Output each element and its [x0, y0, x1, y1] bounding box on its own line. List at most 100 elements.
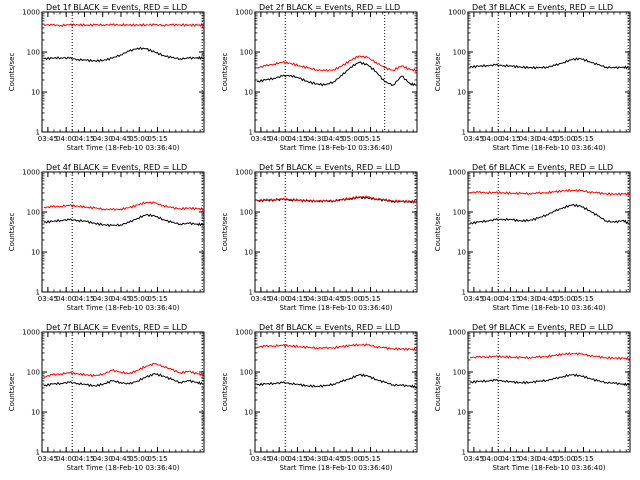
x-tick-label: 04:30	[93, 295, 113, 303]
x-tick-label: 03:45	[464, 295, 484, 303]
panel-8: Det 8f BLACK = Events, RED = LLD 1 10 100 10…	[221, 323, 418, 472]
x-tick-label: 04:30	[519, 455, 539, 463]
x-axis-label: Start Time (18-Feb-10 03:36:40)	[66, 464, 179, 472]
y-tick-label: 1	[249, 449, 253, 457]
panel-6: Det 6f BLACK = Events, RED = LLD 1 10 100 10…	[434, 163, 631, 312]
panel-3: Det 3f BLACK = Events, RED = LLD 1 10 100 10…	[434, 3, 631, 152]
x-tick-label: 04:30	[306, 135, 326, 143]
x-tick-label: 05:00	[555, 135, 575, 143]
x-tick-label: 05:15	[360, 295, 380, 303]
lld-series-line	[469, 351, 630, 361]
plot-frame	[467, 171, 631, 293]
panel-title: Det 7f BLACK = Events, RED = LLD	[46, 323, 187, 332]
x-tick-label: 04:00	[269, 295, 289, 303]
events-series-line	[469, 373, 630, 387]
y-axis-label: Counts/sec	[434, 373, 442, 412]
x-tick-label: 03:45	[251, 135, 271, 143]
y-tick-label: 1000	[448, 169, 466, 177]
y-tick-label: 100	[240, 209, 253, 217]
panel-9: Det 9f BLACK = Events, RED = LLD 1 10 100 10…	[434, 323, 631, 472]
lld-series-line	[256, 55, 417, 73]
x-tick-label: 03:45	[464, 455, 484, 463]
y-tick-label: 10	[244, 249, 253, 257]
x-tick-label: 04:30	[93, 455, 113, 463]
y-tick-label: 1	[249, 129, 253, 137]
x-tick-label: 05:00	[129, 295, 149, 303]
lld-series-line	[43, 201, 204, 212]
x-tick-label: 05:15	[147, 135, 167, 143]
lld-series-line	[43, 23, 204, 28]
x-tick-label: 04:00	[56, 455, 76, 463]
panel-5: Det 5f BLACK = Events, RED = LLD 1 10 100 10…	[221, 163, 418, 312]
y-tick-label: 10	[244, 409, 253, 417]
x-tick-label: 05:00	[342, 455, 362, 463]
x-tick-label: 04:15	[500, 455, 520, 463]
x-tick-label: 04:15	[74, 135, 94, 143]
y-tick-label: 10	[31, 249, 40, 257]
x-axis-label: Start Time (18-Feb-10 03:36:40)	[66, 144, 179, 152]
panel-title: Det 2f BLACK = Events, RED = LLD	[259, 3, 400, 12]
x-tick-label: 04:00	[482, 295, 502, 303]
x-tick-label: 04:15	[74, 455, 94, 463]
y-tick-label: 1000	[448, 329, 466, 337]
events-series-line	[256, 61, 417, 87]
y-tick-label: 1	[249, 289, 253, 297]
x-tick-label: 05:15	[360, 135, 380, 143]
x-tick-label: 04:00	[56, 295, 76, 303]
y-tick-label: 1000	[22, 9, 40, 17]
panel-title: Det 4f BLACK = Events, RED = LLD	[46, 163, 187, 172]
y-tick-label: 1	[462, 289, 466, 297]
y-tick-label: 1	[36, 129, 40, 137]
x-tick-label: 05:15	[147, 295, 167, 303]
x-axis-label: Start Time (18-Feb-10 03:36:40)	[492, 304, 605, 312]
events-series-line	[43, 46, 204, 63]
y-tick-label: 100	[453, 209, 466, 217]
x-tick-label: 05:15	[573, 295, 593, 303]
plot-frame	[41, 331, 205, 453]
x-tick-label: 04:45	[111, 455, 131, 463]
x-tick-label: 05:15	[360, 455, 380, 463]
x-tick-label: 04:15	[74, 295, 94, 303]
y-axis-label: Counts/sec	[434, 53, 442, 92]
x-tick-label: 04:00	[269, 455, 289, 463]
panel-7: Det 7f BLACK = Events, RED = LLD 1 10 100 10…	[8, 323, 205, 472]
y-tick-label: 1000	[22, 329, 40, 337]
x-tick-label: 03:45	[38, 135, 58, 143]
y-tick-label: 1	[36, 449, 40, 457]
x-tick-label: 05:00	[342, 295, 362, 303]
x-tick-label: 04:00	[482, 135, 502, 143]
y-axis-label: Counts/sec	[221, 53, 229, 92]
x-tick-label: 03:45	[251, 295, 271, 303]
y-tick-label: 1	[462, 129, 466, 137]
x-tick-label: 05:00	[555, 455, 575, 463]
lld-series-line	[469, 188, 630, 196]
x-tick-label: 05:15	[573, 455, 593, 463]
x-tick-label: 05:00	[342, 135, 362, 143]
panel-title: Det 1f BLACK = Events, RED = LLD	[46, 3, 187, 12]
events-series-line	[43, 213, 204, 228]
x-tick-label: 04:15	[500, 135, 520, 143]
x-tick-label: 05:00	[129, 135, 149, 143]
panel-title: Det 5f BLACK = Events, RED = LLD	[259, 163, 400, 172]
x-tick-label: 04:45	[324, 135, 344, 143]
y-axis-label: Counts/sec	[8, 213, 16, 252]
x-tick-label: 04:00	[269, 135, 289, 143]
x-tick-label: 03:45	[38, 455, 58, 463]
plot-frame	[467, 331, 631, 453]
y-tick-label: 100	[27, 369, 40, 377]
y-tick-label: 1000	[235, 9, 253, 17]
x-axis-label: Start Time (18-Feb-10 03:36:40)	[279, 464, 392, 472]
events-series-line	[256, 373, 417, 389]
y-tick-label: 10	[457, 249, 466, 257]
x-tick-label: 04:15	[287, 455, 307, 463]
events-series-line	[469, 57, 630, 70]
plot-frame	[467, 11, 631, 133]
y-tick-label: 1000	[448, 9, 466, 17]
x-tick-label: 03:45	[251, 455, 271, 463]
y-axis-label: Counts/sec	[8, 53, 16, 92]
panel-2: Det 2f BLACK = Events, RED = LLD 1 10 100 10…	[221, 3, 418, 152]
x-tick-label: 04:15	[287, 295, 307, 303]
x-axis-label: Start Time (18-Feb-10 03:36:40)	[492, 144, 605, 152]
x-tick-label: 04:45	[324, 295, 344, 303]
y-tick-label: 10	[244, 89, 253, 97]
